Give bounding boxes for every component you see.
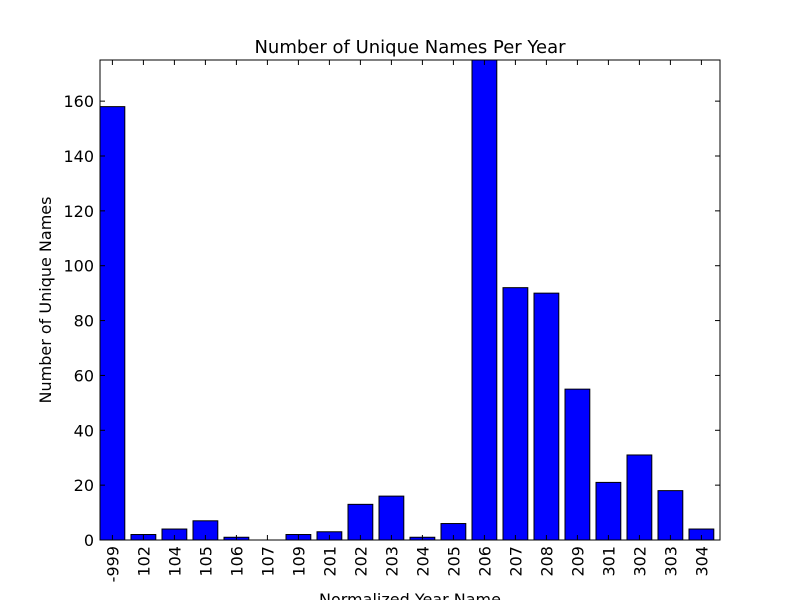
x-tick-label: 201	[320, 546, 339, 577]
x-tick-label: 109	[289, 546, 308, 577]
bar-206	[471, 59, 498, 541]
y-tick-label: 120	[63, 202, 94, 221]
bar-207	[502, 287, 529, 541]
bar-203	[378, 495, 405, 541]
y-tick-label: 140	[63, 147, 94, 166]
x-tick-label: -999	[103, 546, 122, 582]
bar-303	[657, 490, 684, 541]
x-axis-label: Normalized Year Name	[319, 590, 501, 600]
x-tick-label: 203	[382, 546, 401, 577]
y-axis-ticks: 0 20 40 60 80 100 120 140 160	[63, 92, 720, 550]
x-tick-label: 204	[413, 546, 432, 577]
x-tick-label: 302	[630, 546, 649, 577]
x-tick-label: 301	[599, 546, 618, 577]
y-tick-label: 100	[63, 257, 94, 276]
x-tick-label: 106	[227, 546, 246, 577]
x-tick-label: 104	[165, 546, 184, 577]
y-tick-label: 80	[74, 312, 94, 331]
y-tick-label: 20	[74, 476, 94, 495]
x-tick-label: 208	[537, 546, 556, 577]
bar-202	[347, 503, 374, 541]
x-tick-label: 304	[692, 546, 711, 577]
bar--999	[99, 106, 126, 541]
plot-area-frame	[99, 59, 721, 541]
bar-209	[564, 388, 591, 541]
x-tick-label: 202	[351, 546, 370, 577]
chart-title: Number of Unique Names Per Year	[254, 37, 566, 58]
x-tick-label: 207	[506, 546, 525, 577]
x-tick-label: 205	[444, 546, 463, 577]
bar-302	[626, 454, 653, 541]
x-tick-label: 206	[475, 546, 494, 577]
x-axis-ticks: -999 102 104 105 106 107 109 201 202 203 204 205 206…	[103, 60, 711, 582]
y-axis-label: Number of Unique Names	[36, 197, 55, 404]
y-tick-label: 160	[63, 92, 94, 111]
y-tick-label: 60	[74, 366, 94, 385]
x-tick-label: 105	[196, 546, 215, 577]
y-tick-label: 0	[84, 531, 94, 550]
bar-301	[595, 481, 622, 541]
x-tick-label: 209	[568, 546, 587, 577]
bars-group	[99, 59, 715, 541]
x-tick-label: 303	[661, 546, 680, 577]
x-tick-label: 102	[134, 546, 153, 577]
bar-208	[533, 292, 560, 541]
y-tick-label: 40	[74, 421, 94, 440]
x-tick-label: 107	[258, 546, 277, 577]
